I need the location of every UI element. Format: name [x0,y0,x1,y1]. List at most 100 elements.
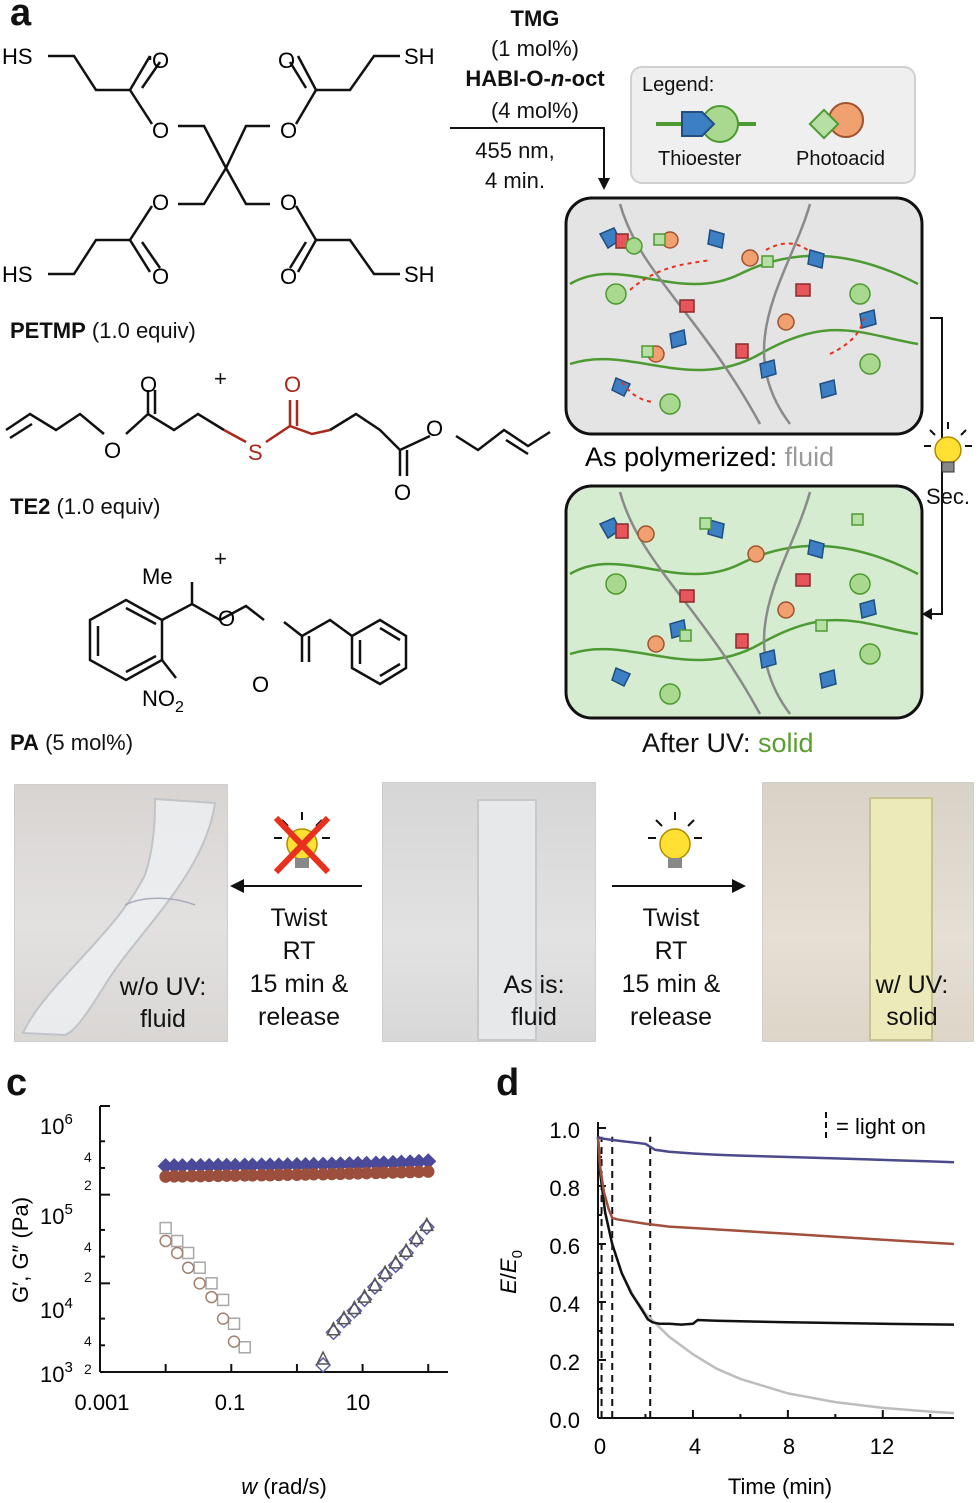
c-point-s4-4 [356,1291,373,1308]
te2-o-2: O [140,372,157,397]
d-series-line-1 [596,1136,955,1326]
legend-title: Legend: [642,74,715,96]
pa-label: PA (5 mol%) [10,730,134,755]
photo-without-uv: w/o UV: fluid [14,784,228,1042]
flat-strip-image [477,799,537,1041]
c-point-s3-4 [205,1290,218,1304]
petmp-structure: HS SH HS SH O O O O O O O O [2,44,435,289]
petmp-o-6: O [280,190,297,215]
petmp-sh-top: SH [404,44,435,69]
c-y-axis-label: G′, G″ (Pa) [8,1197,33,1303]
petmp-o-2: O [278,48,295,73]
c-point-s4-6 [377,1266,394,1283]
petmp-o-5: O [152,190,169,215]
c-point-s4-1 [325,1324,342,1341]
petmp-hs-top: HS [2,44,33,69]
y-minor-2-c: 2 [84,1361,92,1377]
d-x-tick-0: 0 [594,1434,606,1459]
y-tick-1e6: 106 [40,1111,73,1139]
photo-with-uv: w/ UV: solid [762,782,974,1042]
c-point-s4-8 [398,1244,415,1262]
as-is-caption: As is: fluid [503,971,565,1031]
photoacid-icon [808,102,864,140]
y-minor-4-b: 4 [84,1239,92,1255]
te2-structure: O O S O O O [5,372,551,505]
c-point-s5-5 [367,1276,383,1292]
d-y-tick-0: 0.0 [549,1408,580,1433]
plus-2: + [214,546,227,571]
d-y-tick-1: 0.2 [549,1350,580,1375]
photo-as-is: As is: fluid [382,782,596,1042]
pa-o-2: O [252,672,269,697]
petmp-o-1: O [152,48,169,73]
c-point-s2-5 [216,1293,230,1307]
legend-photoacid-label: Photoacid [796,148,885,170]
habi-label: HABI-O-n-oct [465,66,605,91]
d-x-axis-label: Time (min) [728,1474,832,1499]
c-point-s5-0 [315,1350,331,1365]
c-point-s5-3 [347,1299,362,1315]
legend-box: Legend: Thioester Photoacid [630,66,916,184]
c-point-s4-0 [315,1356,332,1374]
c-point-s2-7 [238,1341,251,1354]
c-point-s1-30 [421,1165,435,1178]
y-tick-1e3: 103 [40,1359,73,1387]
c-point-s4-5 [366,1278,383,1296]
c-point-s3-0 [159,1234,172,1248]
y-minor-2-b: 2 [84,1269,92,1285]
c-point-s5-4 [357,1288,372,1303]
te2-sulfur: S [248,440,263,465]
petmp-o-3: O [152,118,169,143]
d-y-tick-3: 0.6 [549,1234,580,1259]
habi-amount: (4 mol%) [490,98,579,123]
y-tick-1e5: 105 [40,1201,73,1229]
c-point-s4-3 [346,1302,363,1319]
te2-o-4: O [394,480,411,505]
c-point-s2-0 [159,1221,172,1235]
pa-structure: Me O O NO2 [88,564,408,716]
legend-thioester-label: Thioester [658,148,742,170]
panel-label-d: d [496,1062,520,1104]
d-x-tick-8: 8 [783,1434,795,1459]
rheology-chart: 106 105 104 103 4 2 4 2 4 2 0.001 0.1 10… [8,1105,448,1499]
d-y-tick-4: 0.8 [549,1176,580,1201]
pa-no2: NO2 [142,686,184,716]
pa-me: Me [142,564,173,589]
c-point-s2-6 [227,1317,241,1331]
twisted-strip-image [21,797,217,1037]
panel-label-a: a [10,0,32,34]
c-point-s2-1 [170,1234,184,1248]
c-point-s5-6 [377,1264,393,1279]
x-tick-10: 10 [346,1390,370,1415]
c-point-s5-1 [326,1321,341,1336]
d-y-axis-label: E/E0 [496,1250,526,1294]
right-arrow [612,879,746,893]
with-uv-caption: w/ UV: solid [875,971,949,1031]
d-series-line-2 [596,1136,955,1246]
tmg-label: TMG [510,6,560,31]
c-point-s5-9 [409,1229,424,1245]
c-point-s2-2 [181,1246,195,1260]
panel-label-c: c [6,1062,28,1104]
c-point-s4-10 [418,1219,435,1236]
petmp-o-4: O [280,118,297,143]
te2-o-thioester: O [284,372,301,397]
c-point-s3-1 [170,1246,184,1260]
petmp-o-8: O [280,264,297,289]
d-y-tick-5: 1.0 [549,1118,580,1143]
c-point-s4-7 [387,1257,404,1274]
right-conditions: Twist RT 15 min & release [621,904,721,1031]
d-x-tick-4: 4 [689,1434,701,1459]
c-point-s3-3 [193,1277,206,1290]
c-point-s5-2 [336,1309,352,1325]
c-point-s5-8 [398,1242,414,1258]
te2-label: TE2 (1.0 equiv) [10,494,161,519]
solid-strip-image [869,797,933,1041]
c-point-s2-3 [193,1261,206,1274]
c-point-s2-4 [205,1277,218,1290]
light-on-legend-label: = light on [836,1114,926,1139]
lightbulb-icon [924,422,972,473]
y-tick-1e4: 104 [40,1295,73,1323]
tmg-amount: (1 mol%) [490,36,579,61]
c-point-s3-2 [181,1261,195,1274]
